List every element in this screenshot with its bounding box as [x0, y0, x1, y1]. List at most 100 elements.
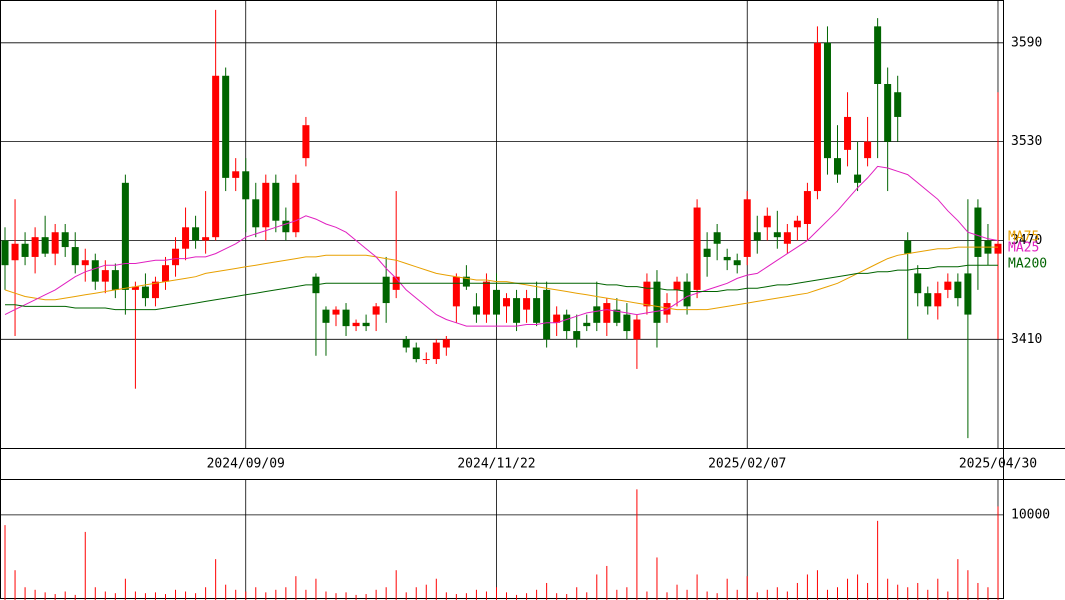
candle-body [362, 322, 370, 327]
candle-body [232, 171, 240, 178]
candle-body [643, 281, 651, 307]
candle-body [884, 84, 892, 142]
candle-body [202, 237, 210, 241]
candle-body [553, 314, 561, 323]
candle-body [422, 359, 430, 361]
chart-frame [0, 0, 1004, 599]
candle-body [292, 182, 300, 233]
candle-body [212, 75, 220, 238]
legend-label: MA75 [1008, 230, 1039, 245]
x-tick-label: 2024/11/22 [457, 457, 535, 472]
candle-body [402, 339, 410, 348]
candle-body [182, 227, 190, 249]
candle-body [834, 158, 842, 175]
candle-body [442, 339, 450, 348]
candle-body [763, 215, 771, 228]
candle-body [713, 232, 721, 244]
candle-body [1, 240, 9, 266]
candle-body [482, 281, 490, 315]
candle-body [633, 319, 641, 340]
candle-body [382, 276, 390, 304]
candle-body [583, 322, 591, 327]
candle-body [613, 309, 621, 323]
candle-body [372, 306, 380, 315]
candle-body [964, 273, 972, 315]
candle-body [332, 309, 340, 315]
candle-body [21, 243, 29, 257]
candle-body [503, 298, 511, 307]
candle-body [523, 298, 531, 310]
candle-body [803, 191, 811, 224]
candle-body [533, 298, 541, 323]
candle-body [31, 237, 39, 257]
candle-body [252, 199, 260, 228]
candle-body [272, 182, 280, 221]
candle-body [924, 293, 932, 307]
candle-body [683, 281, 691, 307]
candle-body [894, 92, 902, 117]
candle-body [563, 314, 571, 332]
candle-body [813, 42, 821, 192]
candle-body [141, 286, 149, 299]
candle-body [623, 314, 631, 332]
ma-line [5, 264, 998, 311]
candle-body [753, 232, 761, 241]
candle-body [322, 309, 330, 323]
candle-body [302, 125, 310, 159]
candle-body [693, 207, 701, 290]
y-tick-label: 3470 [1011, 233, 1042, 248]
candle-body [61, 232, 69, 248]
candle-body [783, 232, 791, 244]
candle-body [733, 260, 741, 266]
candle-body [673, 281, 681, 290]
candle-body [222, 75, 230, 178]
candle-body [91, 260, 99, 282]
candle-body [793, 220, 801, 228]
ma-line [4, 246, 998, 311]
candle-body [11, 243, 19, 261]
candle-body [723, 256, 731, 261]
candle-body [472, 306, 480, 315]
candle-body [603, 303, 611, 323]
candle-body [352, 322, 360, 327]
candle-body [743, 199, 751, 257]
candle-body [874, 26, 882, 84]
candle-body [573, 331, 581, 340]
candle-body [994, 243, 1002, 254]
candle-body [663, 303, 671, 315]
candle-body [844, 116, 852, 150]
legend-label: MA200 [1008, 257, 1047, 272]
candle-body [904, 240, 912, 254]
candle-body [462, 276, 470, 287]
candle-body [192, 227, 200, 241]
candle-body [71, 247, 79, 266]
candle-body [492, 289, 500, 315]
candle-body [914, 273, 922, 294]
candle-body [934, 293, 942, 307]
candle-body [151, 281, 159, 299]
y-tick-label: 3590 [1011, 35, 1042, 50]
candle-body [864, 141, 872, 159]
candle-body [703, 248, 711, 257]
candle-body [432, 342, 440, 360]
y-tick-label: 10000 [1011, 507, 1050, 522]
candle-body [823, 42, 831, 159]
legend-label: MA25 [1008, 241, 1039, 256]
candle-body [974, 207, 982, 257]
candle-body [593, 306, 601, 323]
candle-body [773, 232, 781, 238]
x-tick-label: 2024/09/09 [207, 457, 285, 472]
candle-body [944, 281, 952, 290]
candle-body [121, 182, 129, 290]
x-tick-label: 2025/02/07 [708, 457, 786, 472]
y-tick-label: 3530 [1011, 134, 1042, 149]
candle-body [262, 182, 270, 228]
candle-body [543, 289, 551, 340]
candle-body [854, 174, 862, 183]
candle-body [452, 276, 460, 307]
candle-body [242, 171, 250, 200]
candle-body [101, 270, 109, 282]
candle-body [282, 220, 290, 233]
candle-body [412, 347, 420, 360]
